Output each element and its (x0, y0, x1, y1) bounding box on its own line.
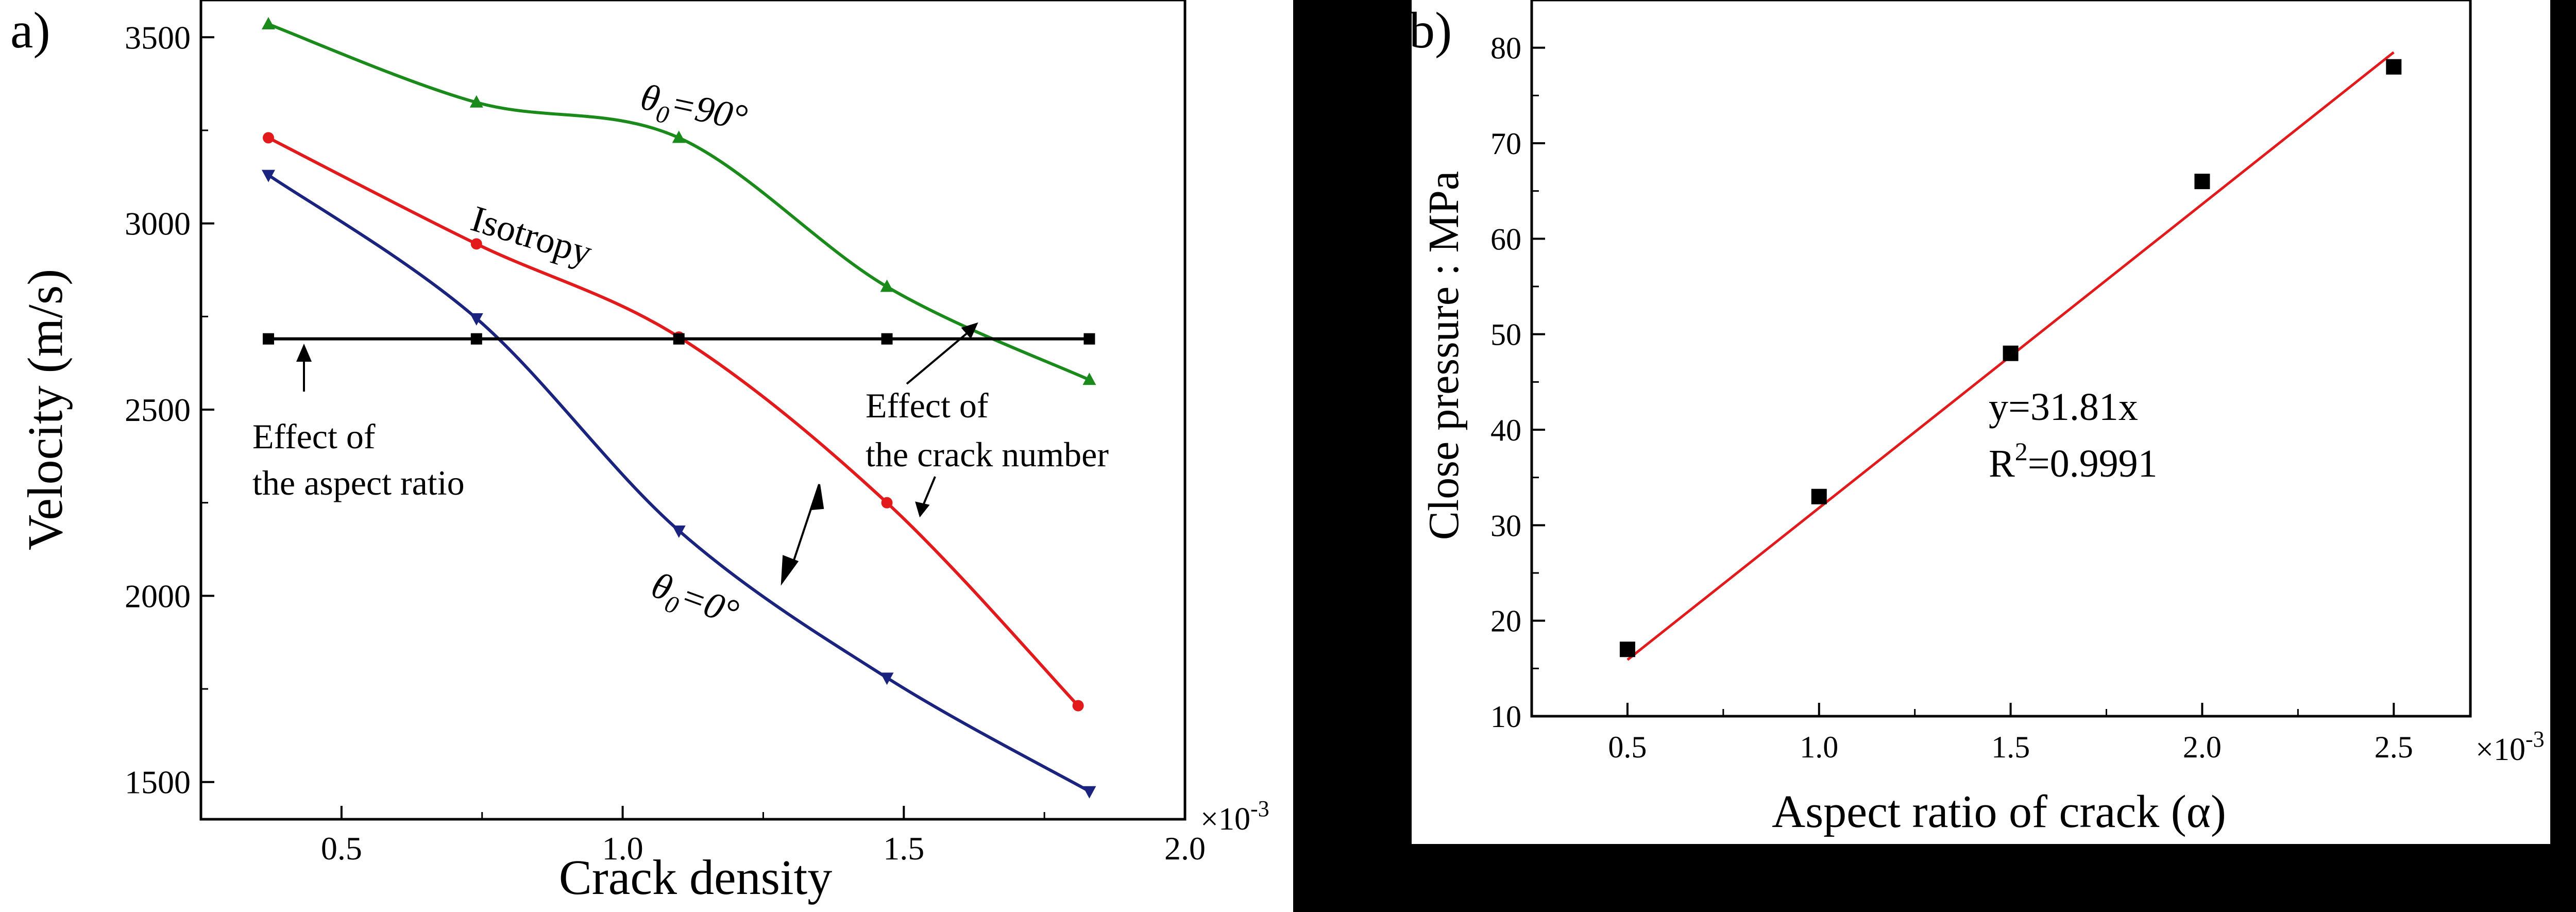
crack-number-arrow (906, 329, 972, 385)
panel-b-y-tick-label: 50 (1490, 318, 1521, 352)
panel-a-x-tick-label: 1.0 (602, 830, 643, 867)
panel-a-x-axis-label: Crack density (559, 850, 833, 905)
panel-b-x-tick-label: 1.0 (1800, 730, 1838, 764)
panel-b-x-multiplier: ×10-3 (2476, 727, 2545, 767)
panel-a-y-tick-label: 2000 (125, 578, 191, 614)
panel-a-label: a) (10, 2, 50, 59)
panel-a-data-point-1 (470, 238, 482, 250)
fit-equation: y=31.81x (1989, 385, 2138, 429)
panel-a-y-tick-label: 3500 (125, 19, 191, 56)
panel-b-x-tick-labels: 0.5 1.0 1.5 2.0 2.5 (1608, 730, 2413, 764)
panel-a-x-tick-label: 2.0 (1164, 830, 1206, 867)
crack-number-arrow-lower (921, 476, 936, 508)
panel-b-chart: b) 0.5 1.0 1.5 2.0 2.5 10 20 30 40 50 60 70 80 ×10-… (1409, 0, 2545, 837)
panel-b-y-axis-label: Close pressure : MPa (1420, 171, 1468, 540)
panel-b-x-axis-label: Aspect ratio of crack (α) (1772, 786, 2226, 837)
panel-a-data-point-0 (672, 130, 686, 143)
panel-b-x-tick-label: 2.5 (2375, 730, 2413, 764)
panel-b-data-point (2194, 174, 2210, 190)
panel-a-data-point-2 (672, 525, 686, 538)
panel-b-y-tick-label: 60 (1490, 222, 1521, 256)
panel-a-data-point-0 (1082, 373, 1096, 385)
panel-a-series-line-1 (267, 136, 1079, 707)
double-arrow-head-top (809, 484, 824, 511)
panel-a-data-point-1 (881, 497, 893, 509)
panel-b-y-tick-label: 20 (1490, 604, 1521, 638)
fit-r-squared: R2=0.9991 (1989, 437, 2158, 485)
panel-b-ticks (1531, 46, 2395, 717)
panel-b-y-tick-labels: 10 20 30 40 50 60 70 80 (1490, 31, 1521, 734)
panel-a-data-point-2 (880, 672, 894, 685)
panel-a-data-point-0 (880, 279, 894, 292)
panel-a-data-point-2 (469, 313, 483, 326)
panel-b-y-tick-label: 10 (1490, 700, 1521, 734)
panel-b-plot-frame (1530, 0, 2472, 718)
panel-a-data-point-1 (262, 132, 274, 144)
double-arrow (790, 499, 815, 570)
annotation-crack-line1: Effect of (866, 386, 989, 425)
panel-b-y-tick-label: 80 (1490, 31, 1521, 65)
panel-a-y-tick-labels: 1500 2000 2500 3000 3500 (125, 19, 191, 800)
panel-a-x-tick-labels: 0.5 1.0 1.5 2.0 (321, 830, 1206, 867)
panel-b-x-tick-label: 0.5 (1608, 730, 1647, 764)
panel-a-data-point-3 (1083, 333, 1095, 345)
panel-b-points (1619, 59, 2402, 657)
panel-b-data-point (2386, 59, 2402, 75)
annotation-aspect-line1: Effect of (252, 417, 376, 456)
aspect-arrow-head (296, 343, 312, 362)
panel-a-data-point-2 (1082, 786, 1096, 799)
panel-b-x-tick-label: 1.5 (1991, 730, 2030, 764)
panel-a-y-tick-label: 3000 (125, 206, 191, 242)
panel-a-data-point-3 (262, 333, 274, 345)
panel-b-label: b) (1409, 2, 1452, 59)
panel-b-data-point (1811, 488, 1827, 504)
panel-b-background (1412, 0, 2550, 844)
panel-a-data-point-3 (881, 333, 893, 345)
panel-a-y-tick-label: 2500 (125, 392, 191, 428)
panel-a-data-point-0 (469, 95, 483, 108)
panel-a-data-point-3 (673, 333, 685, 345)
panel-a-x-multiplier: ×10-3 (1200, 796, 1269, 837)
panel-b-data-point (2003, 345, 2019, 361)
panel-a-data-point-3 (470, 333, 482, 345)
panel-b-y-tick-label: 70 (1490, 127, 1521, 161)
panel-b-data-point (1619, 641, 1635, 657)
panel-b-y-tick-label: 30 (1490, 509, 1521, 543)
panel-a-data-point-2 (261, 170, 275, 182)
crack-number-arrow-head (961, 322, 978, 339)
double-arrow-head-bottom (781, 555, 799, 586)
panel-a-data-point-0 (261, 16, 275, 29)
panel-a-chart: a) 0.5 1.0 1.5 2.0 1500 2000 2500 3000 3500 ×10… (10, 0, 1269, 905)
panel-a-background (0, 0, 1293, 912)
panel-a-x-tick-label: 0.5 (321, 830, 362, 867)
annotation-crack-line2: the crack number (866, 435, 1109, 474)
annotation-aspect-line2: the aspect ratio (252, 463, 465, 502)
panel-b-y-tick-label: 40 (1490, 413, 1521, 447)
panel-a-series (261, 16, 1096, 799)
panel-b-x-tick-label: 2.0 (2183, 730, 2222, 764)
panel-a-data-point-1 (1072, 700, 1084, 712)
panel-a-y-tick-label: 1500 (125, 764, 191, 801)
panel-a-x-tick-label: 1.5 (883, 830, 924, 867)
panel-a-ticks (200, 36, 1186, 819)
crack-number-arrow-lower-head (915, 501, 930, 518)
panel-a-y-axis-label: Velocity (m/s) (18, 269, 73, 551)
